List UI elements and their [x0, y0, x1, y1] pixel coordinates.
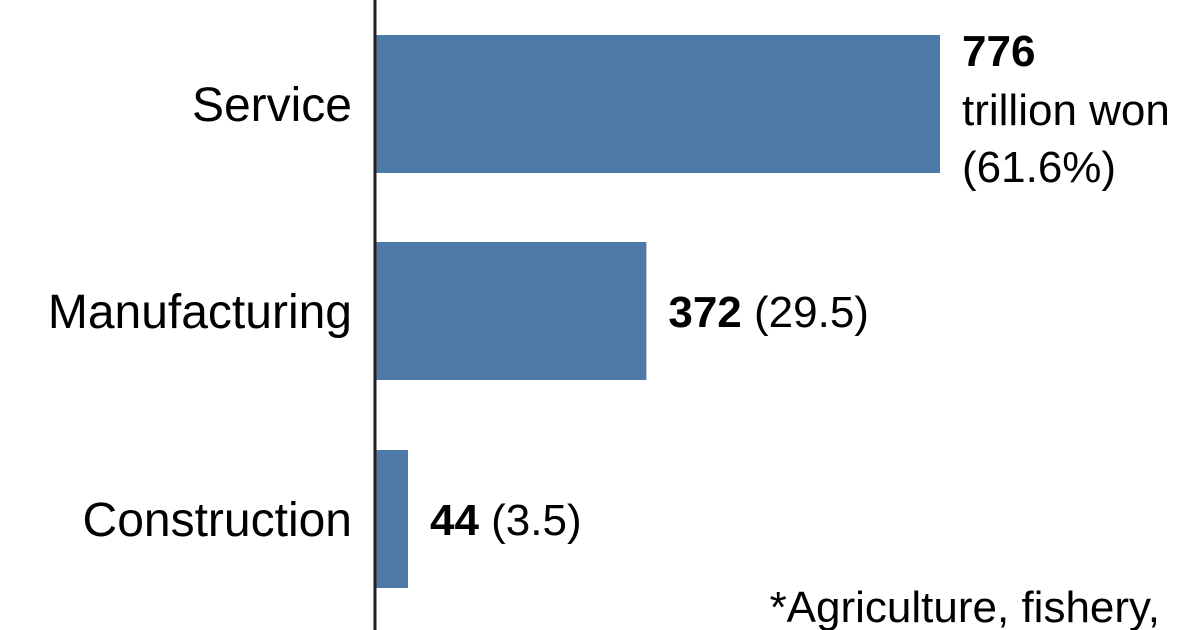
bar-manufacturing — [376, 242, 647, 380]
labels-group: Service 776 trillion won (61.6%) Manufacturi… — [48, 27, 1170, 547]
value-label-construction: 44 (3.5) — [430, 496, 582, 545]
value-label-service: 776 — [962, 27, 1035, 76]
category-label-manufacturing: Manufacturing — [48, 286, 352, 339]
category-label-service: Service — [192, 79, 352, 132]
category-label-construction: Construction — [83, 494, 352, 547]
footnote: *Agriculture, fishery, — [770, 583, 1160, 630]
bar-service — [376, 35, 940, 173]
bars-group — [376, 35, 940, 588]
bar-construction — [376, 450, 408, 588]
value-label-service-line-2: (61.6%) — [962, 143, 1116, 192]
value-label-service-line-1: trillion won — [962, 86, 1170, 135]
value-label-manufacturing: 372 (29.5) — [668, 288, 869, 337]
